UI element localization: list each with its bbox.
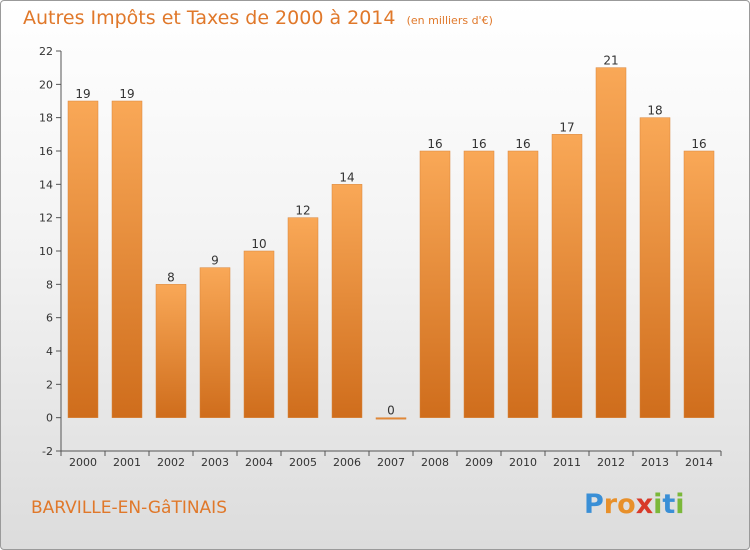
x-tick-label: 2014: [685, 456, 713, 469]
bar-2005: [287, 217, 319, 418]
x-tick-label: 2009: [465, 456, 493, 469]
bar-2011: [551, 134, 583, 418]
x-tick-label: 2010: [509, 456, 537, 469]
bar-2002: [155, 284, 187, 418]
bars: [67, 67, 715, 420]
value-label: 0: [387, 404, 395, 418]
x-tick-label: 2011: [553, 456, 581, 469]
x-tick-label: 2012: [597, 456, 625, 469]
x-tick-label: 2001: [113, 456, 141, 469]
y-tick-label: 0: [46, 412, 53, 425]
value-label: 12: [295, 204, 310, 218]
y-tick-label: 12: [39, 212, 53, 225]
bar-2013: [639, 117, 671, 418]
labels: 2000 19 2001 19 2002 8 2003 9 2004 10 2005 12 2006 14…: [69, 54, 713, 469]
logo-letter: i: [675, 489, 685, 520]
logo-letter: o: [617, 489, 636, 520]
logo-letter: r: [603, 489, 618, 520]
bar-2014: [683, 150, 715, 418]
x-tick-label: 2007: [377, 456, 405, 469]
y-tick-label: -2: [42, 445, 53, 458]
y-tick-label: 8: [46, 278, 53, 291]
axes: -2 0 2 4 6 8 10 12 14 16 18 20 22: [39, 45, 722, 458]
y-tick-label: 2: [46, 378, 53, 391]
x-tick-label: 2003: [201, 456, 229, 469]
y-tick-label: 6: [46, 312, 53, 325]
value-label: 16: [471, 137, 486, 151]
y-tick-label: 22: [39, 45, 53, 58]
chart-subtitle: (en milliers d'€): [406, 14, 493, 27]
logo-letter: t: [662, 489, 676, 520]
x-tick-label: 2013: [641, 456, 669, 469]
y-tick-label: 20: [39, 78, 53, 91]
bar-2001: [111, 100, 143, 418]
bar-2000: [67, 100, 99, 418]
x-tick-label: 2006: [333, 456, 361, 469]
bar-2010: [507, 150, 539, 418]
value-label: 14: [339, 170, 354, 184]
value-label: 19: [119, 87, 134, 101]
bar-2009: [463, 150, 495, 418]
value-label: 16: [691, 137, 706, 151]
chart-title: Autres Impôts et Taxes de 2000 à 2014: [23, 7, 396, 29]
logo-letter: P: [584, 489, 604, 520]
value-label: 16: [515, 137, 530, 151]
x-tick-label: 2004: [245, 456, 273, 469]
value-label: 17: [559, 120, 574, 134]
place-name: BARVILLE-EN-GâTINAIS: [31, 498, 227, 518]
y-tick-label: 16: [39, 145, 53, 158]
y-tick-label: 4: [46, 345, 53, 358]
bar-2003: [199, 267, 231, 418]
bar-2006: [331, 184, 363, 418]
y-tick-label: 14: [39, 178, 53, 191]
bar-2004: [243, 250, 275, 418]
bar-2012: [595, 67, 627, 418]
value-label: 18: [647, 104, 662, 118]
y-tick-label: 10: [39, 245, 53, 258]
bar-2007: [375, 417, 407, 420]
value-label: 9: [211, 254, 219, 268]
y-tick-label: 18: [39, 112, 53, 125]
chart-title-block: Autres Impôts et Taxes de 2000 à 2014 (e…: [23, 7, 493, 29]
value-label: 10: [251, 237, 266, 251]
x-tick-label: 2002: [157, 456, 185, 469]
logo-letter: i: [653, 489, 663, 520]
value-label: 19: [75, 87, 90, 101]
bar-2008: [419, 150, 451, 418]
value-label: 21: [603, 54, 618, 68]
value-label: 16: [427, 137, 442, 151]
x-tick-label: 2008: [421, 456, 449, 469]
logo-letter: x: [635, 489, 654, 520]
value-label: 8: [167, 270, 175, 284]
x-tick-label: 2005: [289, 456, 317, 469]
proxiti-logo: Proxiti: [584, 489, 685, 520]
x-tick-label: 2000: [69, 456, 97, 469]
